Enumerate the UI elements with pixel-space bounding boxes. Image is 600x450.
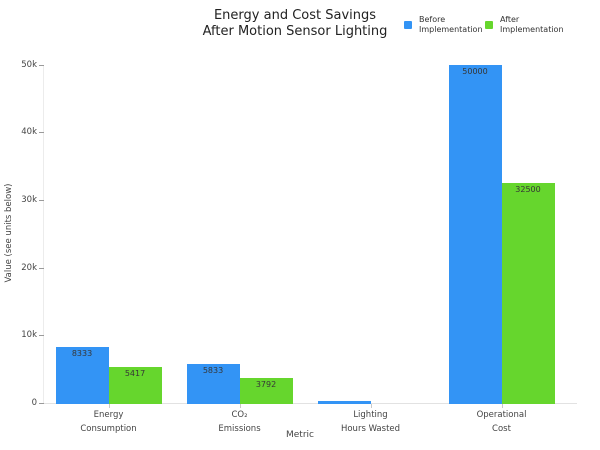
legend-item-before[interactable]: Before Implementation (404, 15, 483, 34)
bar-after-1[interactable]: 3792 (239, 377, 293, 404)
bar-value-label: 3792 (255, 379, 277, 389)
y-tick-mark (39, 335, 44, 337)
x-tick-mark (501, 404, 503, 408)
y-tick-mark (39, 199, 44, 201)
y-tick-mark (39, 132, 44, 134)
y-tick-label: 50k (21, 59, 37, 70)
legend-swatch-icon (404, 21, 412, 29)
bar-before-3[interactable]: 50000 (448, 65, 502, 404)
y-tick-mark (39, 267, 44, 269)
y-tick-label: 20k (21, 262, 37, 273)
chart-title: Energy and Cost Savings After Motion Sen… (202, 8, 388, 39)
x-category-label: Lighting Hours Wasted (340, 410, 401, 434)
y-axis-line (43, 65, 44, 404)
y-tick-label: 30k (21, 194, 37, 205)
bar-value-label: 50000 (462, 67, 488, 76)
bar-value-label: 32500 (515, 185, 541, 195)
x-tick-mark (108, 404, 110, 408)
x-tick-mark (370, 404, 372, 408)
y-tick-mark (39, 403, 44, 404)
x-category-label: Energy Consumption (80, 410, 137, 434)
bar-before-1[interactable]: 5833 (186, 364, 240, 404)
x-category-label: CO₂ Emissions (218, 410, 261, 434)
x-axis-title: Metric (286, 430, 314, 440)
bar-value-label: 5833 (202, 366, 224, 376)
bar-after-3[interactable]: 32500 (501, 183, 555, 404)
x-category-label: Operational Cost (476, 410, 527, 434)
legend-swatch-icon (485, 21, 493, 29)
bar-before-2[interactable]: 333 (317, 401, 371, 404)
bar-value-label: 5417 (124, 368, 146, 378)
x-axis-line (43, 403, 577, 404)
y-tick-label: 10k (21, 330, 37, 341)
legend-item-label: After Implementation (500, 15, 564, 34)
legend-item-after[interactable]: After Implementation (485, 15, 564, 34)
bar-before-0[interactable]: 8333 (55, 347, 109, 404)
y-tick-mark (39, 64, 44, 66)
bar-value-label: 8333 (71, 349, 93, 359)
legend-item-label: Before Implementation (419, 15, 483, 34)
bar-value-label: 333 (342, 401, 346, 403)
x-tick-mark (239, 404, 241, 408)
y-axis-title: Value (see units below) (4, 183, 14, 283)
y-tick-label: 40k (21, 127, 37, 138)
bar-after-0[interactable]: 5417 (108, 366, 162, 404)
y-tick-label: 0 (31, 398, 37, 408)
